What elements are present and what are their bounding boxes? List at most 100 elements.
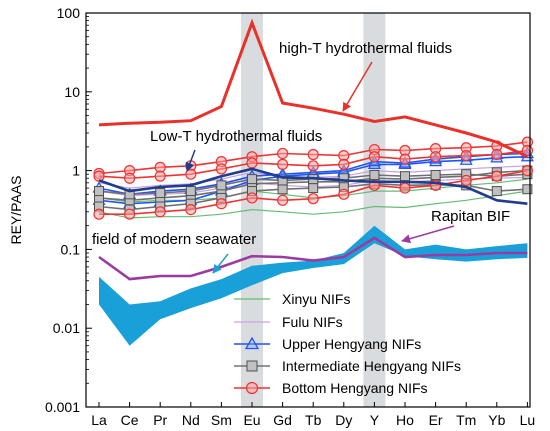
legend-marker <box>245 381 259 395</box>
highlight-band-y <box>363 13 386 407</box>
x-tick-label: Ho <box>396 412 414 428</box>
series-point <box>308 183 319 194</box>
x-tick-label: La <box>91 412 107 428</box>
plot-frame <box>85 12 531 408</box>
x-tick-label: Y <box>370 412 380 428</box>
series-point <box>460 174 472 187</box>
x-tick-label: Er <box>429 412 443 428</box>
series-point <box>338 173 349 184</box>
series-point <box>521 165 534 177</box>
arrow-high-t <box>342 61 373 112</box>
series-point <box>246 192 258 204</box>
legend-label: Xinyu NIFs <box>282 291 350 307</box>
legend-item: Bottom Hengyang NIFs <box>234 380 428 396</box>
series-point <box>124 208 136 220</box>
legend-item: Fulu NIFs <box>234 314 343 330</box>
arrow-rapitan <box>401 225 455 244</box>
axes: 0.001 0.01 0.1 1 10 100 La Ce Pr Nd Sm Eu Gd Tb Dy Y Ho E… <box>8 5 535 428</box>
legend-label: Fulu NIFs <box>282 314 343 330</box>
series-point <box>399 182 411 194</box>
legend-label: Upper Hengyang NIFs <box>282 336 421 352</box>
high-t-fluids-line <box>98 18 529 159</box>
series-point <box>430 169 441 180</box>
series-point <box>338 158 350 170</box>
legend-item: Xinyu NIFs <box>234 291 350 307</box>
series-point <box>215 198 227 210</box>
y-tick-label: 0.1 <box>61 241 81 257</box>
series-line <box>98 152 528 196</box>
series-point <box>93 208 105 220</box>
legend-marker <box>244 336 260 350</box>
series-point <box>338 188 350 200</box>
series-point <box>247 174 257 185</box>
arrow-low-t <box>185 149 196 172</box>
x-tick-label: Ce <box>121 412 139 428</box>
x-tick-label: Nd <box>182 412 200 428</box>
y-tick-label: 1 <box>72 163 80 179</box>
sample-series <box>92 136 534 220</box>
series-point <box>399 153 411 165</box>
x-tick-label: Tm <box>456 412 476 428</box>
x-tick-label: Yb <box>488 412 505 428</box>
series-point <box>277 158 289 170</box>
arrow-seawater <box>212 253 229 274</box>
series-point <box>368 151 380 163</box>
series-point <box>307 160 319 172</box>
x-tick-label: Pr <box>153 412 167 428</box>
annotation-seawater: field of modern seawater <box>92 231 256 248</box>
reference-curves <box>98 18 529 281</box>
annotations: high-T hydrothermal fluids Low-T hydroth… <box>92 40 510 274</box>
series-point <box>491 186 502 197</box>
series-point <box>307 193 319 205</box>
y-tick-label: 0.01 <box>53 320 80 336</box>
legend-item: Upper Hengyang NIFs <box>234 336 421 352</box>
series-point <box>277 184 288 195</box>
series-point <box>124 172 136 184</box>
series-point <box>277 147 289 160</box>
x-tick-label: Eu <box>243 412 260 428</box>
low-t-fluids-line <box>98 167 528 205</box>
legend-label: Intermediate Hengyang NIFs <box>282 358 461 374</box>
series-point <box>93 170 105 182</box>
series-point <box>154 170 166 182</box>
series-point <box>491 170 503 182</box>
series-point <box>154 206 166 218</box>
series-point <box>155 187 166 198</box>
x-tick-label: Sm <box>211 412 232 428</box>
legend-label: Bottom Hengyang NIFs <box>282 380 428 396</box>
annotation-low-t: Low-T hydrothermal fluids <box>150 128 322 145</box>
annotation-high-t: high-T hydrothermal fluids <box>279 40 452 57</box>
y-axis-label: REY/PAAS <box>8 176 24 245</box>
series-point <box>277 194 289 206</box>
series-point <box>246 157 258 169</box>
series-point <box>277 175 288 186</box>
annotation-rapitan: Rapitan BIF <box>431 208 510 225</box>
x-tick-label: Tb <box>305 412 322 428</box>
x-tick-label: Dy <box>335 412 352 428</box>
series-line <box>98 190 528 219</box>
legend: Xinyu NIFs Fulu NIFs Upper Hengyang NIFs In… <box>234 291 461 396</box>
series-point <box>215 163 227 175</box>
y-tick-label: 100 <box>57 5 81 21</box>
series-point <box>185 186 196 197</box>
series-point <box>185 203 197 216</box>
series-point <box>522 184 533 195</box>
series-point <box>400 171 410 182</box>
y-tick-label: 0.001 <box>45 399 80 415</box>
y-tick-label: 10 <box>64 84 80 100</box>
series-point <box>94 186 104 197</box>
series-point <box>491 148 503 161</box>
x-tick-label: Gd <box>273 412 292 428</box>
series-point <box>369 169 380 180</box>
series-point <box>430 151 442 163</box>
x-tick-label: Lu <box>520 412 536 428</box>
series-point <box>307 148 319 161</box>
series-intermediate-hengyang-nifs <box>94 165 533 215</box>
legend-marker <box>246 360 258 372</box>
rapitan-bif-line <box>98 236 528 281</box>
series-bottom-hengyang-nifs <box>93 136 534 220</box>
legend-item: Intermediate Hengyang NIFs <box>234 358 461 374</box>
series-point <box>216 180 227 191</box>
series-point <box>460 150 472 162</box>
